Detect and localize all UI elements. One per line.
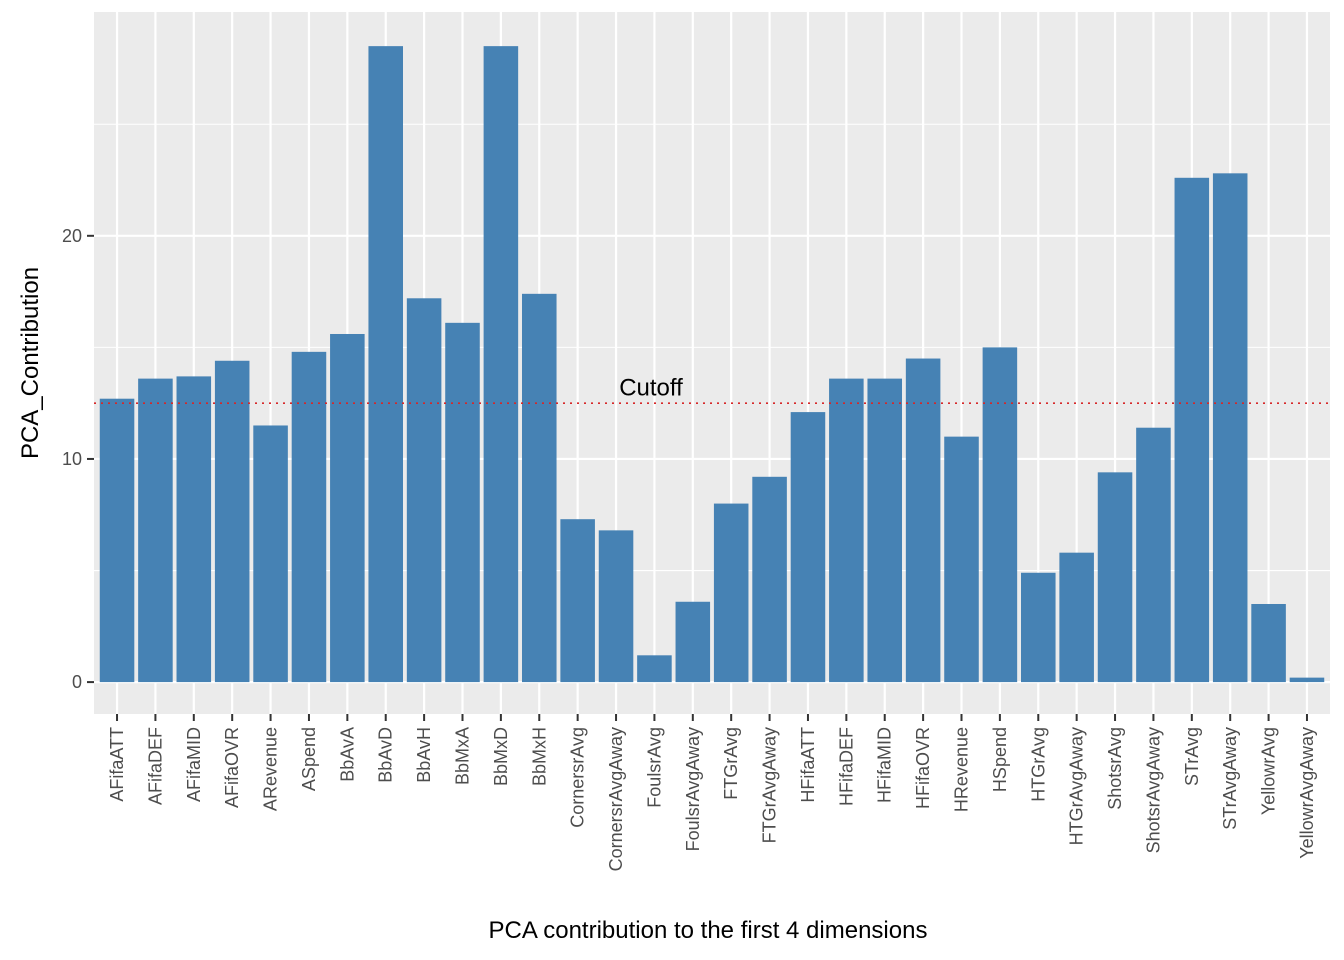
bar [790, 412, 826, 683]
bar [99, 398, 135, 683]
x-tick-label: BbMxH [529, 727, 549, 786]
x-tick-label: HTGrAvgAway [1067, 727, 1087, 845]
x-tick-label: CornersrAvgAway [606, 727, 626, 871]
bar [637, 655, 672, 683]
bar [253, 425, 288, 683]
bar [829, 378, 864, 683]
bar [560, 519, 595, 683]
bar [330, 333, 365, 683]
bar [598, 530, 634, 683]
x-tick-label: BbAvH [414, 727, 434, 783]
bars [99, 46, 1325, 683]
x-tick-label: BbAvA [337, 727, 357, 782]
y-axis: 0 10 20 [62, 226, 94, 692]
bar [1212, 173, 1248, 683]
bar [1059, 552, 1094, 683]
x-tick-label: AFifaATT [107, 727, 127, 802]
x-tick-label: BbMxA [452, 727, 472, 785]
x-tick-label: HFifaDEF [836, 727, 856, 806]
x-tick-label: YellowrAvg [1259, 727, 1279, 815]
x-tick-label: FoulsrAvg [644, 727, 664, 808]
bar [1136, 427, 1171, 683]
bar [1021, 572, 1056, 683]
bar [675, 601, 711, 683]
bar [1251, 603, 1286, 683]
x-tick-label: AFifaOVR [222, 727, 242, 808]
bar [483, 46, 519, 683]
x-axis: AFifaATT AFifaDEF AFifaMID AFifaOVR ARevenue… [107, 714, 1317, 871]
bar [368, 46, 403, 683]
bar [406, 298, 442, 683]
bar [982, 347, 1018, 683]
x-tick-label: HRevenue [952, 727, 972, 812]
x-tick-label: BbAvD [376, 727, 396, 783]
bar [752, 476, 787, 683]
x-tick-label: HTGrAvg [1028, 727, 1048, 802]
bar [867, 378, 903, 683]
x-axis-title: PCA contribution to the first 4 dimensio… [489, 917, 928, 944]
x-tick-label: HSpend [990, 727, 1010, 792]
x-tick-label: AFifaMID [184, 727, 204, 802]
bar [713, 503, 749, 683]
y-axis-title: PCA_Contribution [17, 267, 44, 459]
bar [1097, 472, 1133, 683]
bar [176, 376, 212, 683]
x-tick-label: STrAvg [1182, 727, 1202, 786]
x-tick-label: ShotsrAvg [1105, 727, 1125, 810]
x-tick-label: ARevenue [261, 727, 281, 811]
x-tick-label: FTGrAvg [721, 727, 741, 800]
bar [138, 378, 173, 683]
x-tick-label: CornersrAvg [568, 727, 588, 828]
bar [214, 360, 250, 683]
bar [1174, 177, 1210, 683]
y-tick-label: 0 [72, 672, 82, 692]
x-tick-label: FoulsrAvgAway [683, 727, 703, 851]
bar [521, 293, 557, 683]
bar [445, 322, 480, 683]
x-tick-label: HFifaOVR [913, 727, 933, 809]
x-tick-label: STrAvgAway [1220, 727, 1240, 830]
x-tick-label: ShotsrAvgAway [1143, 727, 1163, 853]
y-tick-label: 10 [62, 449, 82, 469]
bar [905, 358, 941, 683]
x-tick-label: YellowrAvgAway [1297, 727, 1317, 859]
x-tick-label: BbMxD [491, 727, 511, 786]
bar [944, 436, 979, 683]
x-tick-label: AFifaDEF [145, 727, 165, 805]
bar [1289, 677, 1325, 683]
x-tick-label: HFifaMID [875, 727, 895, 803]
x-tick-label: FTGrAvgAway [760, 727, 780, 843]
x-tick-label: ASpend [299, 727, 319, 791]
cutoff-label: Cutoff [619, 374, 683, 401]
bar [291, 351, 327, 683]
x-tick-label: HFifaATT [798, 727, 818, 803]
y-tick-label: 20 [62, 226, 82, 246]
